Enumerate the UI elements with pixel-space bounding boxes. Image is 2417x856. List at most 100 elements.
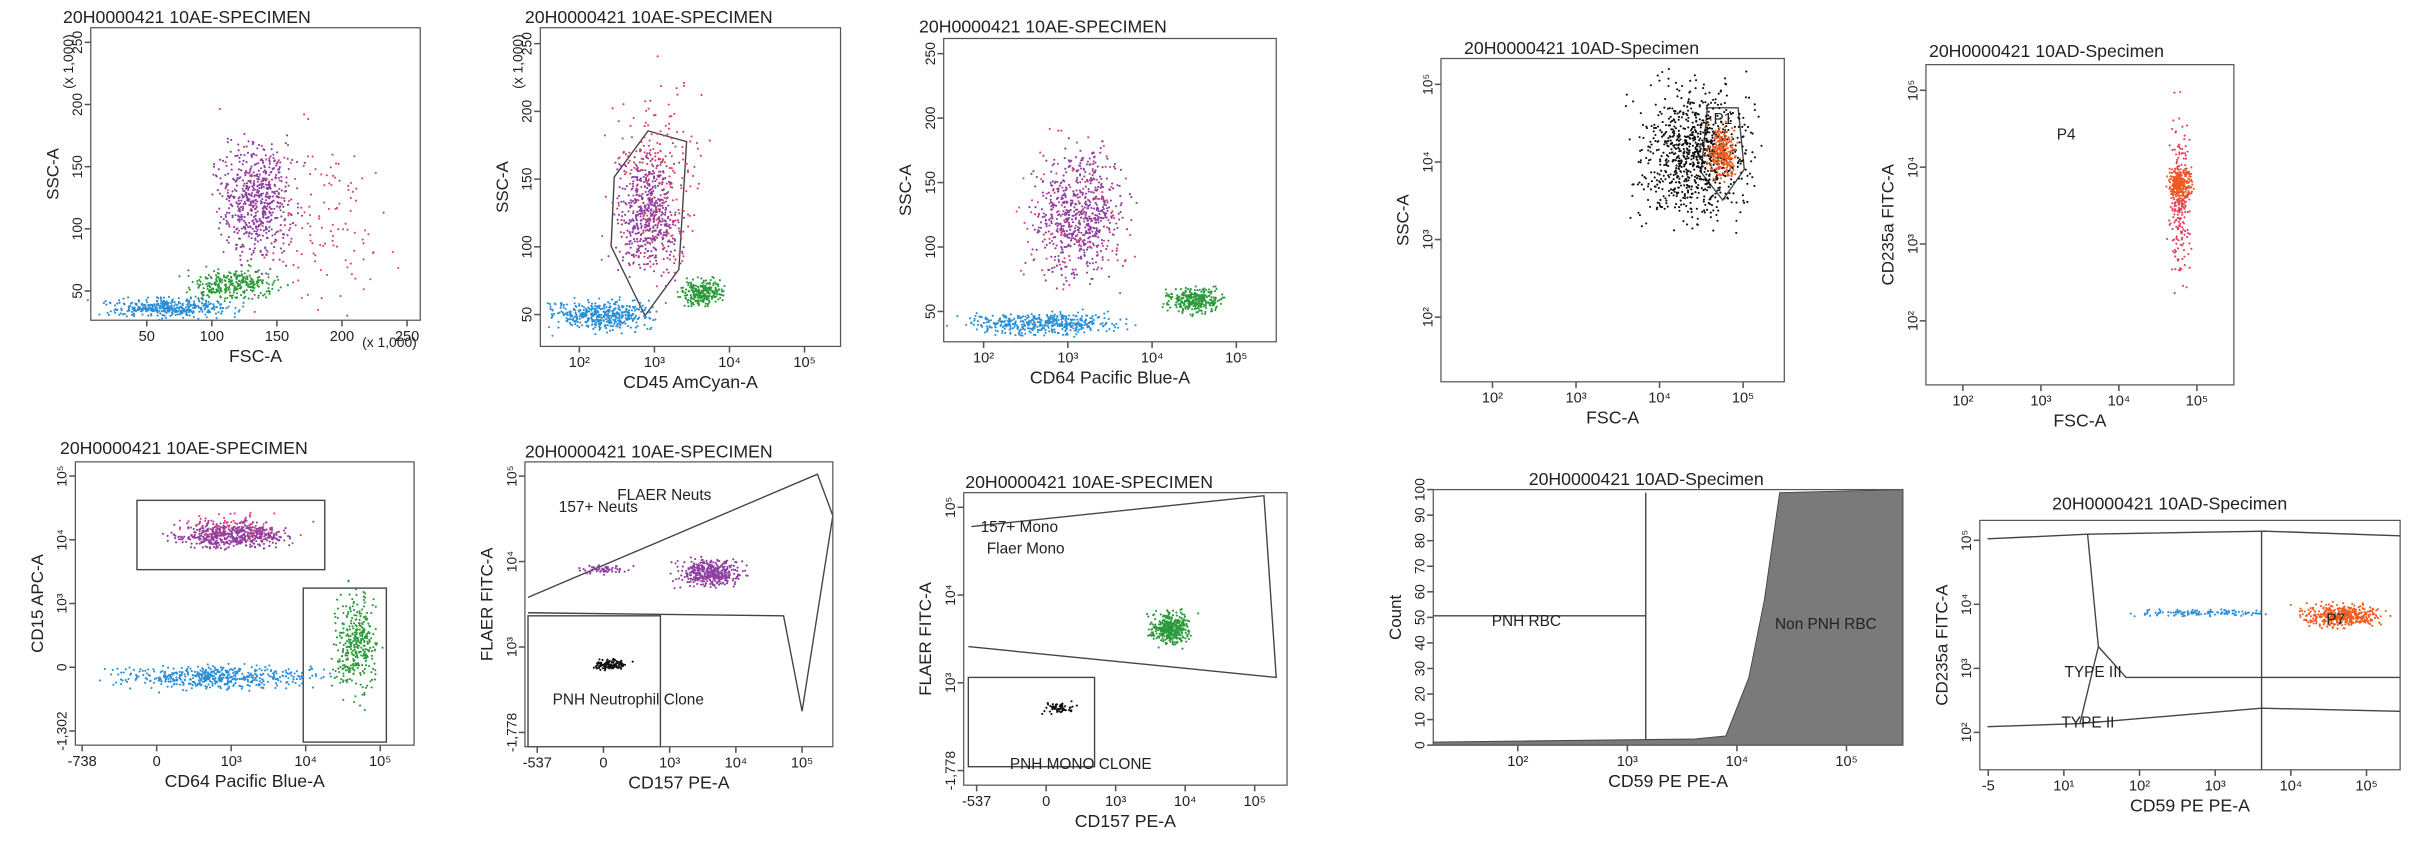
event-dot (1126, 328, 1129, 331)
event-dot (164, 316, 168, 319)
event-dot (1639, 159, 1642, 162)
event-dot (187, 299, 191, 302)
event-dot (996, 321, 999, 325)
event-dot (262, 170, 265, 174)
event-dot (238, 309, 241, 312)
event-dot (282, 242, 285, 245)
event-dot (673, 112, 676, 116)
event-dot (690, 281, 693, 284)
event-dot (1115, 247, 1118, 250)
event-dot (1102, 144, 1105, 148)
event-dot (1192, 313, 1195, 316)
event-dot (1109, 165, 1112, 169)
event-dot (174, 303, 177, 306)
event-dot (246, 213, 250, 216)
event-dot (636, 240, 639, 243)
event-dot (624, 153, 628, 156)
event-dot (639, 266, 642, 269)
event-dot (686, 294, 689, 297)
event-dot (248, 280, 251, 283)
event-dot (668, 253, 672, 257)
event-dot (679, 262, 682, 265)
event-dot (1176, 294, 1179, 297)
event-dot (634, 314, 638, 317)
event-dot (1706, 169, 1710, 172)
event-dot (633, 202, 636, 205)
event-dot (626, 317, 629, 320)
event-dot (218, 277, 221, 280)
event-dot (1084, 185, 1087, 188)
event-dot (241, 163, 244, 166)
event-dot (1664, 124, 1668, 127)
event-dot (682, 255, 685, 258)
event-dot (218, 192, 222, 195)
event-dot (594, 321, 597, 324)
event-dot (1083, 331, 1086, 334)
event-dot (1078, 222, 1081, 225)
event-dot (1106, 209, 1109, 212)
event-dot (1063, 326, 1066, 329)
event-dot (622, 103, 625, 106)
event-dot (249, 289, 253, 292)
event-dot (1084, 242, 1087, 246)
event-dot (197, 317, 200, 320)
event-dot (261, 159, 264, 162)
event-dot (1088, 235, 1092, 239)
event-dot (976, 323, 980, 326)
event-dot (265, 290, 268, 293)
event-dot (238, 156, 241, 160)
event-dot (1085, 217, 1088, 220)
event-dot (344, 259, 347, 262)
event-dot (693, 294, 696, 297)
plot-frame (943, 37, 1277, 343)
event-dot (560, 304, 563, 307)
event-dot (268, 210, 271, 213)
event-dot (686, 170, 690, 174)
event-dot (236, 205, 239, 208)
event-dot (676, 93, 679, 96)
event-dot (1075, 333, 1078, 336)
event-dot (245, 186, 248, 189)
event-dot (1705, 189, 1709, 192)
event-dot (217, 300, 220, 303)
event-dot (667, 204, 670, 207)
event-dot (621, 259, 624, 262)
event-dot (193, 300, 196, 303)
event-dot (1079, 167, 1083, 170)
event-dot (242, 219, 246, 222)
event-dot (246, 151, 250, 154)
event-dot (656, 202, 659, 205)
event-dot (553, 312, 556, 315)
event-dot (1668, 181, 1671, 185)
event-dot (1214, 301, 1217, 304)
event-dot (1032, 326, 1035, 329)
event-dot (1689, 162, 1692, 166)
event-dot (1093, 233, 1096, 236)
event-dot (266, 183, 269, 186)
event-dot (643, 263, 646, 266)
event-dot (248, 231, 251, 234)
event-dot (250, 165, 253, 168)
event-dot (697, 299, 700, 302)
event-dot (219, 158, 222, 161)
event-dot (1029, 321, 1032, 324)
event-dot (1094, 261, 1098, 264)
event-dot (1678, 89, 1681, 92)
event-dot (649, 202, 652, 205)
event-dot (620, 235, 623, 238)
event-dot (1051, 328, 1054, 332)
event-dot (1092, 151, 1095, 154)
event-dot (181, 304, 184, 307)
event-dot (576, 315, 579, 318)
event-dot (635, 321, 638, 324)
event-dot (241, 195, 245, 198)
event-dot (1073, 276, 1076, 279)
event-dot (1071, 233, 1074, 236)
event-dot (265, 207, 268, 211)
event-dot (1182, 296, 1185, 299)
event-dot (306, 155, 310, 158)
event-dot (156, 304, 159, 307)
event-dot (646, 174, 649, 178)
event-dot (349, 196, 352, 200)
event-dot (227, 223, 230, 226)
